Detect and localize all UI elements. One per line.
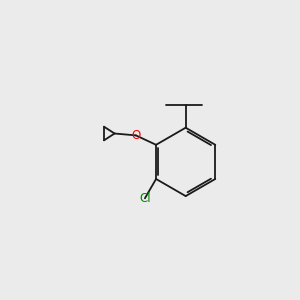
Text: O: O [131,129,140,142]
Text: Cl: Cl [139,192,151,205]
